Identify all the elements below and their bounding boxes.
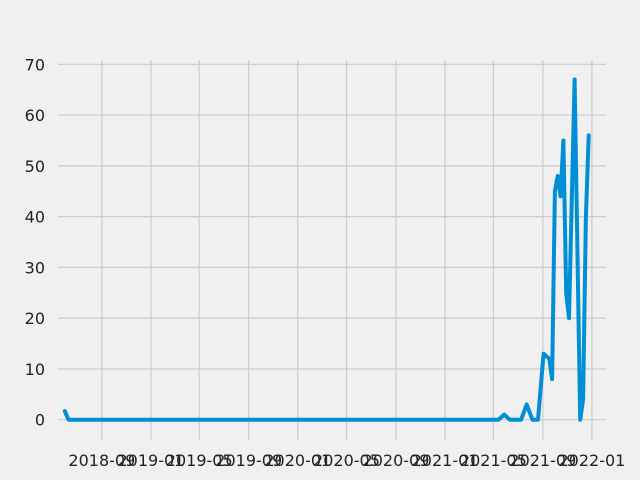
plot-background xyxy=(58,44,606,440)
x-tick-label: 2020-05 xyxy=(313,451,380,470)
y-tick-label: 0 xyxy=(35,411,45,430)
y-tick-label: 20 xyxy=(25,309,45,328)
series-layer xyxy=(62,77,591,422)
y-tick-label: 30 xyxy=(25,258,45,277)
x-axis-tick-labels: 2018-092019-012019-052019-092020-012020-… xyxy=(68,451,625,470)
x-tick-label: 2022-01 xyxy=(558,451,625,470)
x-tick-label: 2021-05 xyxy=(460,451,527,470)
y-tick-label: 10 xyxy=(25,360,45,379)
x-tick-label: 2018-09 xyxy=(68,451,135,470)
x-tick-label: 2021-01 xyxy=(412,451,479,470)
x-tick-label: 2020-01 xyxy=(264,451,331,470)
x-tick-label: 2020-09 xyxy=(363,451,430,470)
y-tick-label: 60 xyxy=(25,106,45,125)
x-tick-label: 2019-05 xyxy=(166,451,233,470)
x-tick-label: 2021-09 xyxy=(509,451,576,470)
y-tick-label: 50 xyxy=(25,157,45,176)
y-tick-label: 70 xyxy=(25,55,45,74)
y-axis-tick-labels: 0 10 20 30 40 50 60 70 xyxy=(25,55,45,429)
y-tick-label: 40 xyxy=(25,208,45,227)
x-tick-label: 2019-01 xyxy=(118,451,185,470)
x-tick-label: 2019-09 xyxy=(215,451,282,470)
